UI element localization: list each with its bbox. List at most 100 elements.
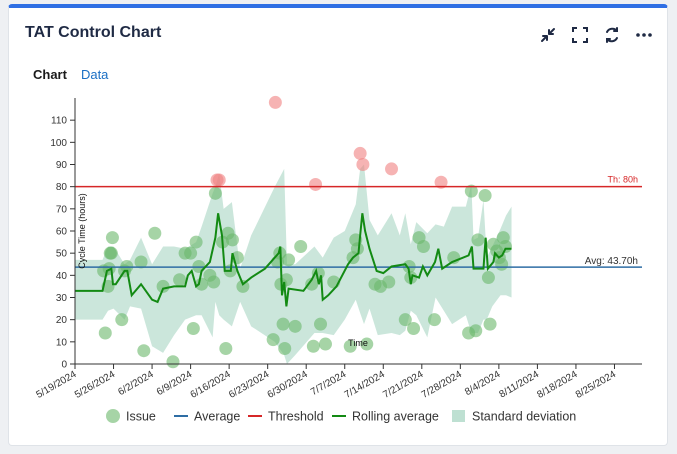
more-icon[interactable] xyxy=(635,26,653,44)
tab-bar: Chart Data xyxy=(33,67,108,82)
issue-point xyxy=(137,344,151,358)
legend-band-swatch xyxy=(452,410,465,422)
y-tick-label: 70 xyxy=(56,204,68,215)
fullscreen-icon[interactable] xyxy=(571,26,589,44)
legend-item-rolling: Rolling average xyxy=(332,410,439,424)
y-tick-label: 20 xyxy=(56,315,68,326)
legend-item-band: Standard deviation xyxy=(452,410,576,424)
x-tick-label: 6/16/2024 xyxy=(189,369,233,401)
y-tick-label: 110 xyxy=(51,116,67,127)
legend-label: Standard deviation xyxy=(472,410,576,424)
issue-point xyxy=(427,313,441,327)
issue-point xyxy=(305,277,319,291)
issue-point xyxy=(416,240,430,254)
y-tick-label: 100 xyxy=(50,138,67,149)
issue-point xyxy=(268,95,282,109)
toolbar xyxy=(539,26,653,44)
legend-item-average: Average xyxy=(174,410,240,424)
x-tick-label: 6/30/2024 xyxy=(266,369,310,401)
issue-point xyxy=(276,317,290,331)
issue-point xyxy=(471,233,485,247)
issue-point xyxy=(173,273,187,287)
issue-point xyxy=(306,339,320,353)
issue-point xyxy=(104,246,118,260)
issue-point xyxy=(105,231,119,245)
legend-item-threshold: Threshold xyxy=(248,410,324,424)
issue-point xyxy=(207,275,221,289)
x-tick-label: 8/18/2024 xyxy=(535,369,579,401)
issue-point xyxy=(186,322,200,336)
issue-point xyxy=(469,324,483,338)
legend-item-issue: Issue xyxy=(106,409,156,424)
issue-point xyxy=(288,319,302,333)
issue-point xyxy=(495,257,509,271)
threshold-label: Th: 80h xyxy=(607,175,638,185)
issue-point xyxy=(208,186,222,200)
issue-point xyxy=(343,339,357,353)
issue-point xyxy=(98,326,112,340)
legend-label: Threshold xyxy=(268,410,324,424)
x-tick-label: 7/28/2024 xyxy=(420,369,464,401)
y-tick-label: 40 xyxy=(56,271,68,282)
average-label: Avg: 43.70h xyxy=(585,256,638,267)
y-tick-label: 90 xyxy=(56,160,68,171)
y-tick-label: 80 xyxy=(56,182,68,193)
issue-point xyxy=(353,146,367,160)
issue-point xyxy=(356,158,370,171)
issue-point xyxy=(350,242,364,256)
x-tick-label: 5/26/2024 xyxy=(73,369,117,401)
x-tick-label: 5/19/2024 xyxy=(34,369,78,401)
issue-point xyxy=(115,313,129,327)
issue-point xyxy=(184,246,198,260)
issue-point xyxy=(148,226,162,240)
issue-point xyxy=(212,173,226,187)
y-axis-label: Cycle Time (hours) xyxy=(77,193,87,269)
y-tick-label: 50 xyxy=(56,249,68,260)
issue-point xyxy=(219,341,233,355)
tab-data[interactable]: Data xyxy=(80,67,109,82)
legend-label: Average xyxy=(194,410,240,424)
x-tick-label: 8/11/2024 xyxy=(498,369,542,401)
legend-label: Issue xyxy=(126,410,156,424)
refresh-icon[interactable] xyxy=(603,26,621,44)
issue-point xyxy=(318,337,332,351)
x-axis-label: Time xyxy=(348,338,368,348)
issue-point xyxy=(309,177,323,191)
issue-point xyxy=(166,355,180,369)
collapse-icon[interactable] xyxy=(539,26,557,44)
issue-point xyxy=(195,277,209,291)
issue-point xyxy=(278,341,292,355)
x-tick-label: 6/23/2024 xyxy=(227,369,271,401)
issue-point xyxy=(385,162,399,176)
issue-point xyxy=(134,255,148,269)
issue-point xyxy=(282,253,296,267)
issue-point xyxy=(434,175,448,189)
y-tick-label: 30 xyxy=(56,293,68,304)
x-tick-label: 7/14/2024 xyxy=(343,369,387,401)
x-tick-label: 8/4/2024 xyxy=(463,369,503,398)
issue-point xyxy=(266,333,280,347)
chart-card: TAT Control Chart Chart Data xyxy=(8,4,668,446)
issue-point xyxy=(464,184,478,198)
y-tick-label: 10 xyxy=(56,337,68,348)
issue-point xyxy=(156,279,170,293)
rolling-average-line xyxy=(75,213,512,307)
issue-point xyxy=(407,322,421,336)
issue-point xyxy=(294,240,308,254)
issue-point xyxy=(481,271,495,285)
issue-point xyxy=(483,317,497,331)
tab-chart[interactable]: Chart xyxy=(33,67,67,82)
y-tick-label: 60 xyxy=(56,227,68,238)
legend-label: Rolling average xyxy=(352,410,439,424)
issue-point xyxy=(498,240,512,254)
x-tick-label: 6/9/2024 xyxy=(155,369,195,398)
issue-point xyxy=(314,317,328,331)
x-tick-label: 7/7/2024 xyxy=(309,369,349,398)
issue-point xyxy=(189,235,203,249)
y-tick-label: 0 xyxy=(61,360,67,371)
x-tick-label: 7/21/2024 xyxy=(381,369,425,401)
issue-point xyxy=(398,313,412,327)
x-tick-label: 6/2/2024 xyxy=(116,369,156,398)
issue-point xyxy=(225,233,239,247)
